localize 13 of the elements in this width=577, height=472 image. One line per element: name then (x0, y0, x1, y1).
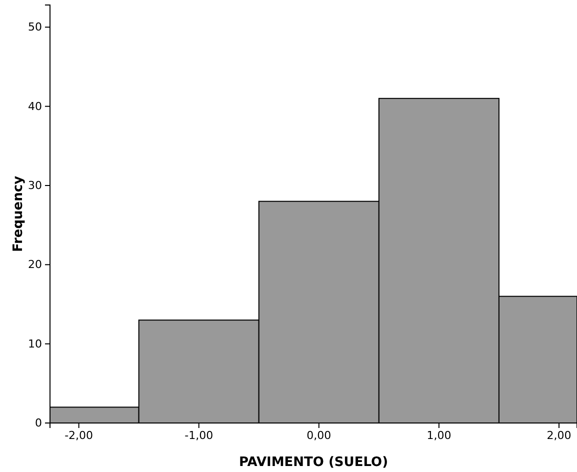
y-tick-label: 0 (35, 416, 42, 430)
y-tick-label: 30 (28, 179, 42, 192)
x-tick-label: 1,00 (426, 428, 452, 442)
x-tick-label: 2,00 (546, 428, 572, 442)
x-tick-label: -2,00 (64, 428, 94, 442)
x-tick-label: -1,00 (184, 428, 214, 442)
x-axis-title: PAVIMENTO (SUELO) (238, 455, 388, 470)
x-tick-label: 0,00 (306, 428, 332, 442)
y-tick-label: 20 (28, 258, 42, 272)
y-tick-label: 50 (28, 20, 42, 34)
y-tick-label: 40 (28, 100, 42, 113)
y-axis-title: Frequency (11, 175, 26, 252)
y-tick-label: 10 (28, 337, 42, 350)
